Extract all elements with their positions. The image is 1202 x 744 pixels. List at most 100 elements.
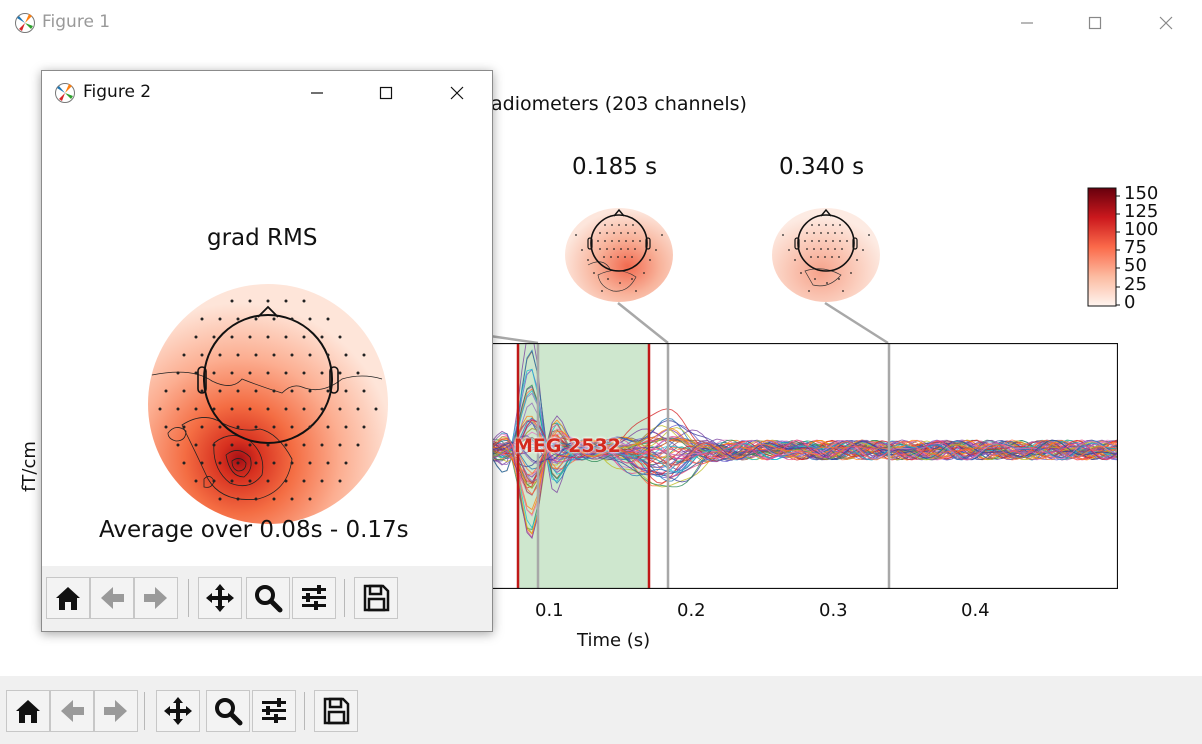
sensor-dot [212, 371, 216, 375]
rms-caption: Average over 0.08s - 0.17s [99, 517, 409, 543]
close-button[interactable] [440, 79, 474, 107]
sensor-dot [254, 353, 258, 357]
channel-trace [492, 418, 1118, 464]
sensor-dot [290, 425, 294, 429]
forward-button[interactable] [134, 577, 178, 619]
pan-button[interactable] [198, 577, 242, 619]
pan-button[interactable] [156, 690, 200, 732]
sensor-dot [326, 317, 330, 321]
zoom-button[interactable] [206, 690, 250, 732]
sensor-dot [230, 371, 234, 375]
sensor-dot [194, 335, 198, 339]
figure-1-titlebar[interactable] [0, 0, 1202, 46]
back-button[interactable] [50, 690, 94, 732]
sensor-dot [200, 317, 204, 321]
colorbar-tick-150: 150 [1124, 183, 1159, 204]
sensor-dot [194, 479, 198, 483]
close-icon [1159, 16, 1173, 30]
toolbar-separator [304, 692, 305, 730]
sensor-dot [302, 443, 306, 447]
sensor-dot [308, 497, 312, 501]
maximize-button[interactable] [1078, 9, 1112, 37]
sensor-dot [362, 425, 366, 429]
sensor-dot [272, 461, 276, 465]
sensor-dot [308, 425, 312, 429]
sensor-dot [320, 479, 324, 483]
sensor-dot [212, 407, 216, 411]
save-button[interactable] [314, 690, 358, 732]
colorbar-tick-25: 25 [1124, 274, 1147, 295]
sensor-dot [308, 461, 312, 465]
sensor-dot [230, 479, 234, 483]
rms-topomap [148, 284, 388, 524]
sensor-dot [320, 443, 324, 447]
configure-subplots-button[interactable] [292, 577, 336, 619]
zoom-button[interactable] [246, 577, 290, 619]
back-button[interactable] [90, 577, 134, 619]
figure-2-titlebar[interactable] [42, 71, 492, 115]
sensor-dot [236, 389, 240, 393]
butterfly-plot[interactable] [492, 343, 1118, 589]
sensor-dot [374, 407, 378, 411]
close-button[interactable] [1149, 9, 1183, 37]
figure-2-title: Figure 2 [83, 82, 152, 102]
sensor-dot [326, 353, 330, 357]
sensor-dot [362, 389, 366, 393]
sensor-dot [254, 389, 258, 393]
forward-button[interactable] [94, 690, 138, 732]
sensor-dot [254, 317, 258, 321]
minimize-icon [1021, 22, 1033, 24]
sensor-dot [236, 461, 240, 465]
toolbar-separator [188, 579, 189, 617]
sensor-dot [200, 353, 204, 357]
maximize-button[interactable] [369, 79, 403, 107]
sensor-dot [302, 335, 306, 339]
x-tick-0.3: 0.3 [819, 600, 848, 621]
sensor-dot [338, 407, 342, 411]
sensor-dot [266, 335, 270, 339]
back-arrow-icon [61, 700, 84, 722]
sensor-dot [236, 425, 240, 429]
configure-subplots-button[interactable] [252, 690, 296, 732]
sensor-dot [272, 389, 276, 393]
sensor-dot [218, 461, 222, 465]
sensor-dot [284, 371, 288, 375]
channel-trace [492, 430, 1118, 496]
sensor-dot [194, 371, 198, 375]
sensor-dot [266, 299, 270, 303]
figure-2-window: Figure 2 grad RMS [41, 70, 493, 632]
x-tick-0.4: 0.4 [961, 600, 990, 621]
colorbar-tick-50: 50 [1124, 255, 1147, 276]
sensor-dot [326, 461, 330, 465]
sensor-dot [158, 407, 162, 411]
sensor-dot [308, 353, 312, 357]
minimize-button[interactable] [1010, 9, 1044, 37]
maximize-icon [379, 86, 393, 100]
sensor-dot [200, 425, 204, 429]
minimize-button[interactable] [300, 79, 334, 107]
sensor-dot [254, 425, 258, 429]
sensor-dot [230, 299, 234, 303]
sensor-dot [272, 353, 276, 357]
sensor-dot [164, 425, 168, 429]
sensor-dot [284, 479, 288, 483]
zoom-icon [215, 698, 243, 726]
sensor-dot [176, 407, 180, 411]
sensor-dot [218, 317, 222, 321]
sensor-dot [356, 371, 360, 375]
sensor-dot [212, 479, 216, 483]
home-button[interactable] [46, 577, 90, 619]
colorbar-tick-0: 0 [1124, 292, 1136, 313]
topomap-time-2: 0.340 s [779, 154, 865, 180]
pan-icon [206, 584, 234, 612]
save-button[interactable] [354, 577, 398, 619]
sensor-dot [320, 335, 324, 339]
x-tick-0.2: 0.2 [677, 600, 706, 621]
sensor-dot [218, 353, 222, 357]
sensor-dot [254, 461, 258, 465]
sensor-dot [290, 353, 294, 357]
sensor-dot [356, 407, 360, 411]
sensor-dot [236, 497, 240, 501]
home-button[interactable] [6, 690, 50, 732]
